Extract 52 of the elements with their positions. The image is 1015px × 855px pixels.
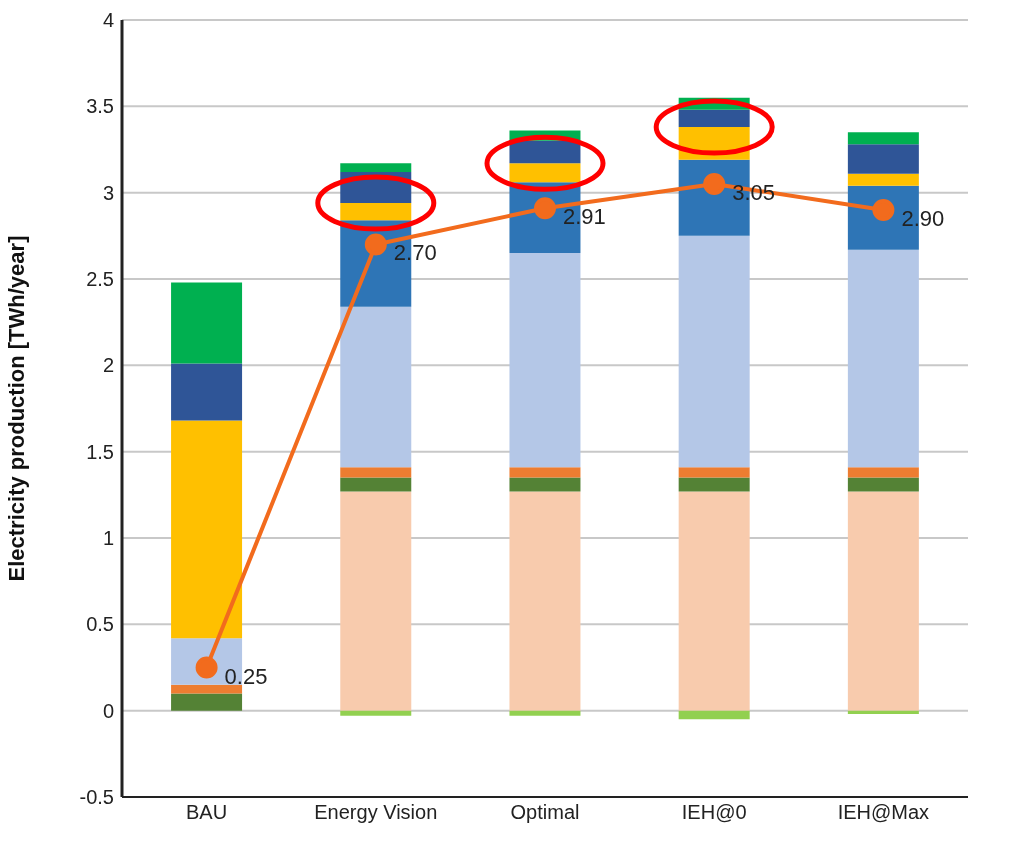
bar — [678, 109, 750, 128]
bar — [509, 163, 581, 183]
data-label: 0.25 — [224, 663, 268, 689]
bar — [678, 491, 750, 711]
bar — [171, 684, 243, 694]
x-tick-label: Optimal — [510, 801, 580, 824]
y-tick-label: 1.5 — [86, 440, 114, 463]
bar — [678, 477, 750, 492]
bar — [847, 132, 919, 145]
y-tick-label: 2.5 — [86, 268, 114, 291]
bar — [340, 467, 412, 478]
bar — [678, 467, 750, 478]
y-tick-label: 3 — [102, 181, 114, 204]
y-tick-label: 3.5 — [86, 95, 114, 118]
bar — [509, 710, 581, 716]
bar — [847, 173, 919, 186]
y-tick-label: -0.5 — [79, 786, 114, 809]
y-axis-title: Electricity production [TWh/year] — [3, 235, 29, 582]
bar — [847, 477, 919, 492]
bar — [509, 477, 581, 492]
bar — [340, 491, 412, 711]
y-tick-label: 0 — [102, 699, 114, 722]
y-tick-label: 0.5 — [86, 613, 114, 636]
x-tick-label: IEH@0 — [681, 801, 747, 824]
bar — [678, 710, 750, 720]
bar — [171, 363, 243, 421]
bar — [847, 491, 919, 711]
bar — [171, 693, 243, 711]
bar — [340, 477, 412, 492]
bar — [340, 163, 412, 172]
point — [703, 173, 726, 196]
bar — [847, 249, 919, 468]
data-label: 3.05 — [732, 180, 776, 206]
y-tick-label: 4 — [102, 9, 114, 32]
bar — [340, 306, 412, 468]
point — [364, 233, 387, 256]
bar — [678, 235, 750, 468]
bar — [171, 282, 243, 364]
y-tick-label: 2 — [102, 354, 114, 377]
bar — [847, 144, 919, 174]
bar — [340, 203, 412, 221]
bar — [509, 140, 581, 164]
x-tick-label: BAU — [186, 801, 228, 824]
bar — [340, 710, 412, 716]
y-tick-label: 1 — [102, 527, 114, 550]
bar — [509, 253, 581, 468]
x-tick-label: IEH@Max — [837, 801, 930, 824]
bar — [509, 491, 581, 711]
bar — [171, 420, 243, 639]
bar — [509, 467, 581, 478]
x-tick-label: Energy Vision — [314, 801, 438, 824]
bar — [847, 467, 919, 478]
